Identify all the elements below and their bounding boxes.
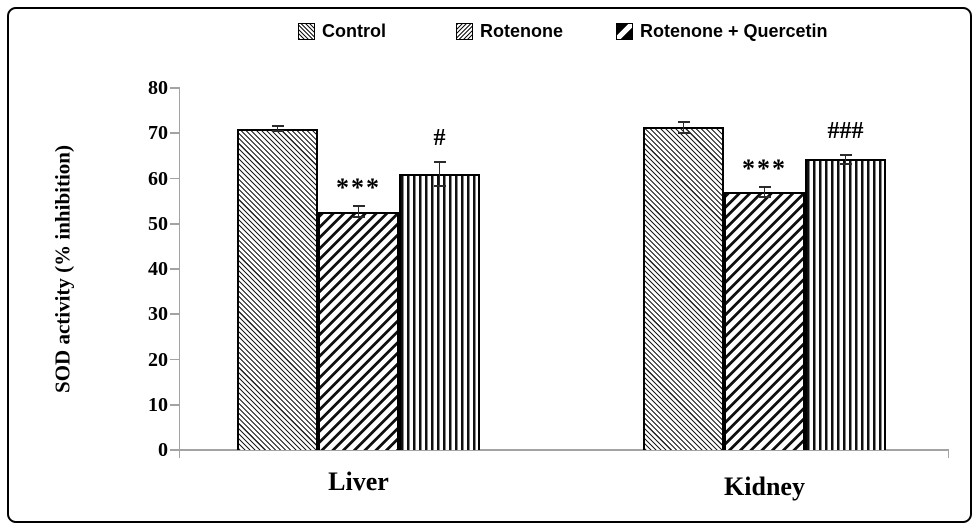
- bar-liver-0: [237, 128, 318, 450]
- y-tick-label: 30: [148, 303, 168, 326]
- y-tick-mark: [169, 132, 180, 135]
- bar-liver-1: [318, 211, 399, 450]
- significance-marker: #: [433, 125, 446, 152]
- y-axis-title: SOD activity (% inhibition): [50, 145, 75, 393]
- legend-label-control: Control: [322, 20, 386, 41]
- significance-marker: ***: [742, 154, 787, 184]
- x-category-label-kidney: Kidney: [724, 472, 805, 501]
- error-bar-cap: [839, 162, 852, 165]
- legend-item-rotenone: Rotenone: [456, 21, 563, 41]
- bar-kidney-2: [805, 159, 886, 450]
- error-bar: [276, 126, 279, 131]
- y-tick-label: 80: [148, 77, 168, 99]
- control-swatch-icon: [298, 22, 315, 40]
- legend-label-rotenone-quercetin: Rotenone + Quercetin: [640, 20, 828, 41]
- error-bar-cap: [758, 186, 771, 189]
- error-bar-cap: [352, 205, 365, 208]
- x-axis-end-tick: [947, 450, 950, 458]
- error-bar: [357, 206, 360, 217]
- y-tick-mark: [169, 358, 180, 361]
- y-tick-mark: [169, 313, 180, 316]
- y-tick-label: 10: [148, 393, 168, 416]
- y-tick-label: 20: [148, 348, 168, 371]
- y-tick-label: 50: [148, 212, 168, 235]
- y-tick-mark: [169, 268, 180, 270]
- error-bar-cap: [271, 129, 284, 132]
- y-tick-mark: [169, 449, 180, 451]
- bar-kidney-0: [643, 127, 724, 450]
- error-bar-cap: [433, 184, 446, 187]
- error-bar: [763, 187, 766, 198]
- error-bar-cap: [433, 161, 446, 164]
- error-bar-cap: [352, 215, 365, 218]
- bar-kidney-1: [724, 192, 805, 450]
- y-tick-mark: [169, 177, 180, 180]
- error-bar: [682, 121, 685, 133]
- legend-item-control: Control: [298, 21, 386, 41]
- significance-marker: ***: [336, 173, 381, 203]
- error-bar-cap: [758, 196, 771, 199]
- rotenone-swatch-icon: [456, 22, 473, 40]
- legend-item-rotenone-quercetin: Rotenone + Quercetin: [616, 21, 828, 41]
- error-bar-cap: [839, 153, 852, 156]
- y-tick-label: 40: [148, 258, 168, 280]
- x-category-label-liver: Liver: [328, 467, 389, 496]
- error-bar-cap: [677, 131, 690, 134]
- y-tick-mark: [169, 87, 180, 89]
- y-tick-label: 0: [158, 439, 168, 461]
- error-bar: [438, 162, 441, 186]
- legend-label-rotenone: Rotenone: [480, 20, 563, 41]
- x-axis-line: [179, 449, 949, 451]
- error-bar-cap: [677, 120, 690, 123]
- y-tick-label: 70: [148, 122, 168, 145]
- y-tick-label: 60: [148, 167, 168, 190]
- rotenone-quercetin-swatch-icon: [616, 22, 633, 40]
- error-bar-cap: [271, 125, 284, 128]
- y-tick-mark: [169, 222, 180, 225]
- y-tick-mark: [169, 403, 180, 406]
- y-axis-line: [178, 87, 181, 458]
- significance-marker: ###: [827, 117, 864, 144]
- bar-liver-2: [399, 173, 480, 450]
- error-bar: [844, 154, 847, 164]
